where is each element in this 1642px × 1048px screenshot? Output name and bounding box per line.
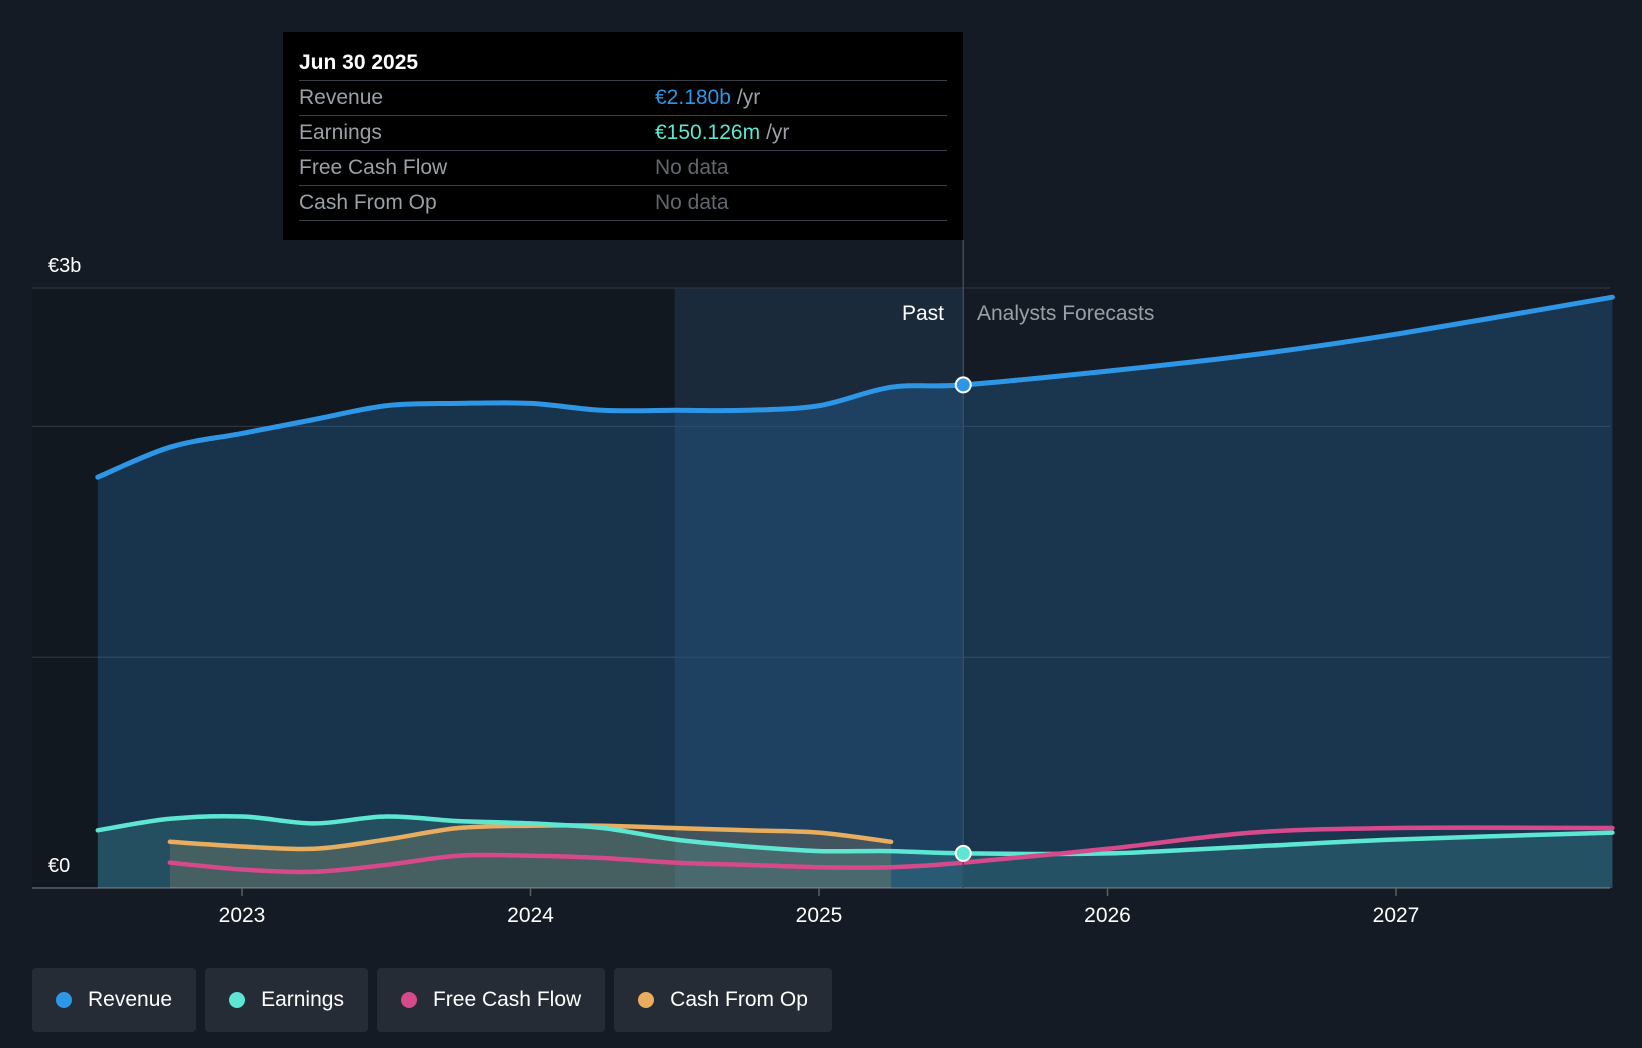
legend-item-earnings[interactable]: Earnings <box>205 968 368 1032</box>
x-tick-label: 2027 <box>1373 904 1420 927</box>
x-tick-label: 2023 <box>219 904 266 927</box>
tooltip-row-value: €150.126m <box>655 121 761 144</box>
tooltip-row-unit: /yr <box>736 86 761 109</box>
legend-label: Earnings <box>261 988 344 1011</box>
forecast-region-label: Analysts Forecasts <box>977 302 1154 325</box>
legend-dot-icon <box>56 992 72 1008</box>
legend-dot-icon <box>400 992 417 1008</box>
legend: Revenue Earnings Free Cash Flow Cash Fro… <box>32 968 832 1032</box>
free-cash-flow-line <box>167 825 1615 875</box>
tooltip-row-unit: /yr <box>766 121 790 144</box>
tooltip-row-label: Cash From Op <box>299 191 437 214</box>
cash-from-op-line <box>167 823 894 852</box>
y-axis-bottom-label: €0 <box>48 855 70 877</box>
past-region-label: Past <box>902 302 944 325</box>
tooltip-row-free-cash-flow: Free Cash Flow No data <box>299 151 947 186</box>
tooltip-row-label: Free Cash Flow <box>299 156 448 179</box>
earnings-marker[interactable] <box>954 844 972 862</box>
tooltip-row-value: €2.180b <box>655 86 731 109</box>
tooltip-row-cash-from-op: Cash From Op No data <box>299 186 947 221</box>
tooltip-row-value: No data <box>655 191 729 214</box>
legend-label: Free Cash Flow <box>432 988 582 1011</box>
legend-item-revenue[interactable]: Revenue <box>32 968 197 1032</box>
tooltip-row-earnings: Earnings €150.126m /yr <box>299 116 947 151</box>
tooltip-row-revenue: Revenue €2.180b /yr <box>299 81 947 116</box>
tooltip-row-label: Revenue <box>299 86 384 109</box>
revenue-marker[interactable] <box>954 376 972 394</box>
x-tick-label: 2025 <box>796 904 843 927</box>
tooltip: Jun 30 2025 Revenue €2.180b /yr Earnings… <box>283 32 963 240</box>
revenue-line <box>95 294 1615 480</box>
tooltip-date: Jun 30 2025 <box>299 46 947 81</box>
tooltip-row-value: No data <box>655 156 729 179</box>
legend-dot-icon <box>229 992 246 1008</box>
x-tick-label: 2024 <box>507 904 554 927</box>
revenue-area <box>97 297 1613 888</box>
legend-label: Revenue <box>88 988 173 1011</box>
tooltip-row-label: Earnings <box>299 121 382 144</box>
legend-item-free-cash-flow[interactable]: Free Cash Flow <box>376 968 606 1032</box>
legend-item-cash-from-op[interactable]: Cash From Op <box>614 968 832 1032</box>
x-tick-label: 2026 <box>1084 904 1131 927</box>
y-axis-top-label: €3b <box>48 255 81 277</box>
legend-dot-icon <box>638 992 655 1008</box>
legend-label: Cash From Op <box>670 988 808 1011</box>
earnings-line <box>95 813 1615 857</box>
